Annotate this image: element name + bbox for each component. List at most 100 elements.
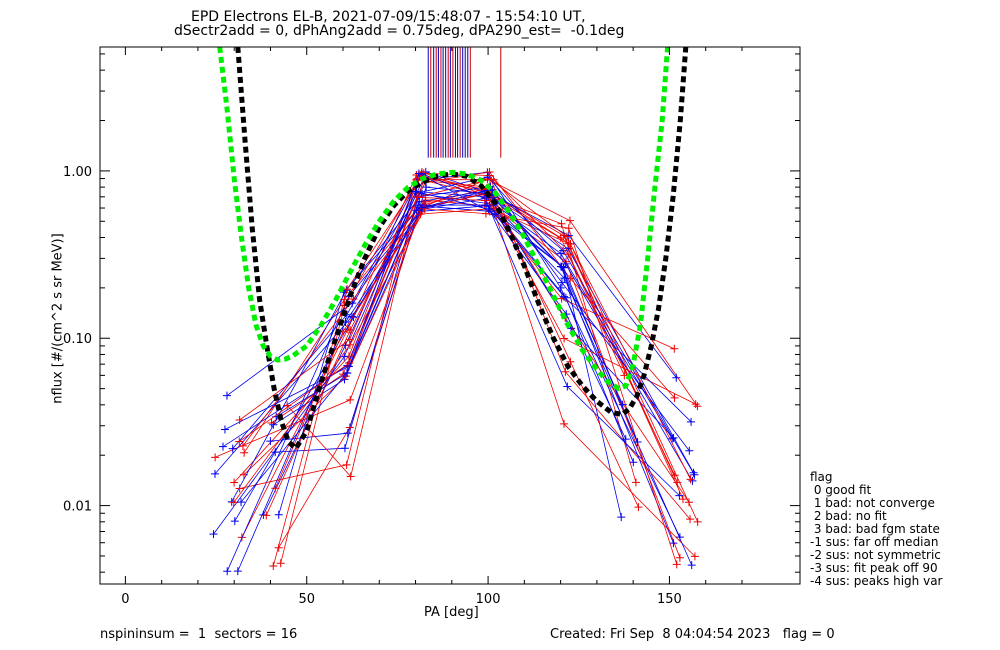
x-tick-label: 100 — [476, 592, 501, 607]
data-point — [211, 453, 220, 462]
data-point — [345, 340, 354, 349]
data-line — [237, 190, 624, 572]
data-line — [275, 171, 674, 453]
y-tick-label: 0.01 — [63, 500, 92, 515]
data-line — [271, 196, 681, 558]
data-point — [346, 472, 355, 481]
fit-curve-black — [235, 47, 689, 453]
data-line — [240, 204, 638, 503]
data-point — [262, 511, 271, 520]
data-point — [274, 510, 283, 519]
y-axis-label: nflux [#/(cm^2 s sr MeV)] — [50, 233, 66, 404]
data-lines — [209, 47, 702, 576]
data-point — [230, 517, 239, 526]
data-point — [560, 292, 569, 301]
data-point — [565, 216, 574, 225]
y-tick-label: 1.00 — [63, 165, 92, 180]
data-point — [685, 446, 694, 455]
data-point — [489, 175, 498, 184]
data-point — [687, 561, 696, 570]
data-line — [226, 205, 622, 572]
data-point — [271, 484, 280, 493]
data-line — [243, 199, 684, 500]
footer-right: Created: Fri Sep 8 04:04:54 2023 flag = … — [550, 627, 835, 642]
y-tick-label: 0.10 — [63, 332, 92, 347]
data-point — [481, 209, 490, 218]
data-point — [670, 344, 679, 353]
data-point — [693, 402, 702, 411]
data-line — [278, 192, 676, 548]
data-point — [222, 391, 231, 400]
legend-entry: -4 sus: peaks high var — [810, 574, 943, 588]
data-point — [266, 437, 275, 446]
legend-entry: 2 bad: no fit — [810, 509, 887, 523]
data-point — [269, 562, 278, 571]
data-line — [231, 193, 693, 566]
data-point — [634, 503, 643, 512]
data-point — [564, 250, 573, 259]
data-point — [559, 263, 568, 272]
data-point — [633, 438, 642, 447]
x-tick-label: 50 — [298, 592, 315, 607]
data-point — [235, 415, 244, 424]
data-point — [481, 196, 490, 205]
data-point — [686, 515, 695, 524]
data-line — [243, 178, 698, 475]
data-point — [482, 201, 491, 210]
x-axis-label: PA [deg] — [424, 605, 479, 620]
data-line — [214, 187, 696, 557]
data-point — [563, 382, 572, 391]
data-point — [678, 495, 687, 504]
data-point — [675, 491, 684, 500]
data-point — [209, 530, 218, 539]
data-line — [270, 186, 677, 442]
data-point — [560, 419, 569, 428]
data-point — [631, 478, 640, 487]
data-point — [562, 232, 571, 241]
x-tick-label: 0 — [121, 592, 129, 607]
data-point — [210, 469, 219, 478]
data-point — [687, 417, 696, 426]
data-point — [235, 437, 244, 446]
legend-title: flag — [810, 470, 833, 484]
data-point — [421, 197, 430, 206]
data-point — [675, 533, 684, 542]
data-point — [228, 444, 237, 453]
data-point — [414, 169, 423, 178]
data-point — [560, 334, 569, 343]
data-line — [224, 189, 695, 476]
legend-entry: -1 sus: far off median — [810, 535, 939, 549]
data-point — [561, 367, 570, 376]
data-point — [267, 419, 276, 428]
footer-left: nspininsum = 1 sectors = 16 — [100, 627, 298, 642]
data-point — [345, 359, 354, 368]
data-point — [688, 476, 697, 485]
data-point — [690, 470, 699, 479]
data-point — [693, 517, 702, 526]
data-point — [559, 246, 568, 255]
chart-subtitle: dSectr2add = 0, dPhAng2add = 0.75deg, dP… — [174, 23, 625, 39]
data-point — [343, 285, 352, 294]
data-point — [669, 539, 678, 548]
data-point — [276, 559, 285, 568]
data-point — [235, 484, 244, 493]
legend-entry: 3 bad: bad fgm state — [810, 522, 940, 536]
chart-title: EPD Electrons EL-B, 2021-07-09/15:48:07 … — [191, 9, 586, 25]
data-point — [557, 262, 566, 271]
data-point — [669, 433, 678, 442]
data-point — [672, 560, 681, 569]
data-point — [238, 441, 247, 450]
data-point — [557, 278, 566, 287]
legend-entry: 0 good fit — [810, 483, 872, 497]
data-point — [617, 513, 626, 522]
data-line — [214, 205, 634, 475]
data-point — [237, 498, 246, 507]
data-point — [564, 239, 573, 248]
data-line — [226, 173, 680, 496]
data-point — [691, 400, 700, 409]
data-point — [346, 395, 355, 404]
data-point — [340, 444, 349, 453]
data-point — [557, 219, 566, 228]
data-point — [629, 458, 638, 467]
